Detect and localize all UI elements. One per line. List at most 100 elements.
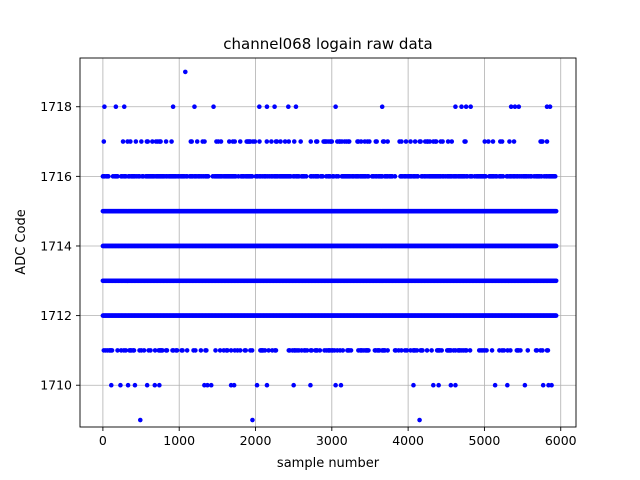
data-point <box>274 139 280 144</box>
data-point <box>291 139 297 144</box>
data-point <box>128 139 133 144</box>
data-point <box>440 139 445 144</box>
data-point <box>291 382 296 388</box>
data-point <box>482 139 488 144</box>
data-point <box>540 139 545 144</box>
data-point <box>381 139 387 144</box>
data-point <box>115 348 120 353</box>
data-point <box>121 104 127 110</box>
data-point <box>522 382 528 388</box>
data-point <box>346 139 352 144</box>
plot-frame <box>79 57 577 428</box>
data-point <box>272 104 277 110</box>
data-point <box>264 139 270 144</box>
data-point <box>549 382 554 388</box>
data-point <box>414 348 420 353</box>
data-point <box>486 139 491 144</box>
y-tick-label: 1714 <box>40 238 72 253</box>
data-point <box>431 382 436 388</box>
data-point <box>160 348 165 353</box>
chart-title: channel068 logain raw data <box>223 35 432 53</box>
data-point <box>249 348 255 353</box>
data-point <box>499 139 505 144</box>
data-point <box>257 104 262 110</box>
data-point <box>399 139 404 144</box>
data-point <box>228 348 234 353</box>
data-point <box>139 139 144 144</box>
data-point <box>333 382 338 388</box>
data-point <box>102 104 107 110</box>
data-point <box>232 139 238 144</box>
data-point <box>512 104 518 110</box>
data-point <box>329 139 335 144</box>
data-point <box>144 382 150 388</box>
data-point <box>453 382 458 388</box>
y-tick-label: 1718 <box>40 99 72 114</box>
y-axis-label: ADC Code <box>14 209 29 274</box>
data-point <box>282 139 288 144</box>
data-point <box>467 348 473 353</box>
data-point <box>152 348 158 353</box>
data-point <box>180 348 185 353</box>
data-point <box>254 382 260 388</box>
axis-ticks: 0 1000 2000 3000 4000 5000 6000 1710 1712 1714 171… <box>40 99 577 448</box>
data-point <box>429 348 434 353</box>
data-point <box>148 348 153 353</box>
data-point <box>374 139 379 144</box>
x-tick-label: 0 <box>99 433 107 448</box>
data-point <box>408 139 413 144</box>
data-point <box>141 348 147 353</box>
data-point <box>358 139 364 144</box>
data-point <box>298 139 303 144</box>
data-point <box>303 174 309 179</box>
data-point <box>308 382 313 388</box>
data-point <box>552 174 558 179</box>
data-point <box>226 139 232 144</box>
data-point <box>449 139 455 144</box>
data-point <box>464 348 469 353</box>
data-point <box>508 104 514 110</box>
data-point <box>118 382 123 388</box>
data-point <box>249 174 255 179</box>
data-point <box>424 348 430 353</box>
data-point <box>544 139 550 144</box>
data-point <box>132 382 138 388</box>
data-point <box>483 174 488 179</box>
data-point <box>205 174 211 179</box>
data-point <box>501 348 507 353</box>
data-point <box>137 417 143 423</box>
x-tick-label: 5000 <box>469 433 501 448</box>
data-point <box>516 104 522 110</box>
data-point <box>448 382 454 388</box>
data-point <box>198 348 204 353</box>
x-tick-label: 3000 <box>316 433 348 448</box>
data-point <box>309 348 314 353</box>
data-point <box>320 174 325 179</box>
data-point <box>269 139 274 144</box>
data-point <box>152 382 158 388</box>
data-point <box>534 348 540 353</box>
data-point <box>193 348 198 353</box>
data-point <box>252 139 258 144</box>
data-point <box>505 382 510 388</box>
data-point <box>420 348 425 353</box>
y-tick-label: 1710 <box>40 378 72 393</box>
data-point <box>183 69 188 75</box>
data-point <box>433 139 439 144</box>
data-point <box>237 139 243 144</box>
data-point <box>335 174 341 179</box>
data-point <box>511 139 517 144</box>
data-point <box>257 139 262 144</box>
data-point <box>150 139 155 144</box>
data-point <box>463 139 468 144</box>
data-point <box>115 174 120 179</box>
data-point <box>213 348 218 353</box>
data-point <box>366 348 371 353</box>
data-point <box>392 174 398 179</box>
data-point <box>133 139 139 144</box>
data-point <box>367 139 372 144</box>
data-point <box>453 104 458 110</box>
data-point <box>445 139 451 144</box>
data-point <box>338 382 344 388</box>
data-point <box>500 174 506 179</box>
